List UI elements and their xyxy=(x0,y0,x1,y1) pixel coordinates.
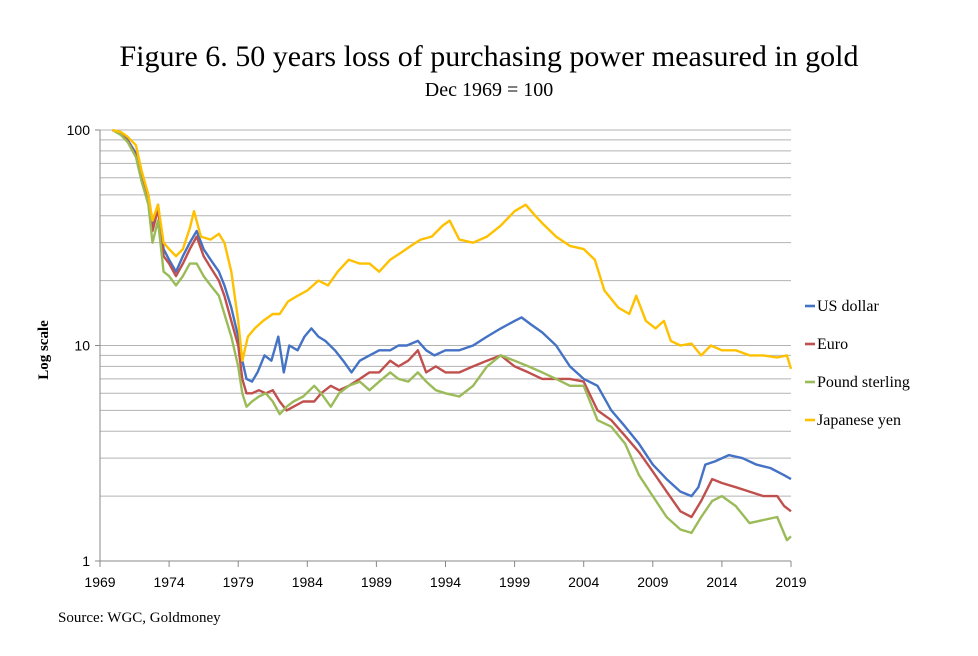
legend: US dollar Euro Pound sterling Japanese yen xyxy=(805,298,910,429)
x-tick-label: 1979 xyxy=(223,574,254,590)
series-line-us-dollar xyxy=(112,128,792,498)
chart-subtitle: Dec 1969 = 100 xyxy=(424,79,554,101)
x-tick-label: 2009 xyxy=(637,574,668,590)
legend-label-japanese-yen: Japanese yen xyxy=(817,412,901,429)
legend-label-euro: Euro xyxy=(817,336,848,353)
legend-label-us-dollar: US dollar xyxy=(817,298,879,315)
series-line-euro xyxy=(111,128,792,519)
y-axis-label: Log scale xyxy=(36,320,52,380)
y-tick-label: 10 xyxy=(74,338,90,354)
legend-label-pound-sterling: Pound sterling xyxy=(817,374,910,391)
x-tick-label: 1999 xyxy=(499,574,530,590)
y-tick-label: 100 xyxy=(67,122,91,138)
series-line-pound-sterling xyxy=(111,128,792,542)
grid-lines xyxy=(100,129,791,497)
y-tick-label: 1 xyxy=(82,553,90,569)
source-note: Source: WGC, Goldmoney xyxy=(58,610,221,626)
x-tick-label: 1974 xyxy=(154,574,185,590)
chart-title: Figure 6. 50 years loss of purchasing po… xyxy=(119,40,859,73)
x-tick-label: 1984 xyxy=(292,574,323,590)
x-tick-label: 1989 xyxy=(361,574,392,590)
x-tick-label: 2014 xyxy=(706,574,737,590)
x-tick-label: 2004 xyxy=(568,574,599,590)
x-tick-label: 2019 xyxy=(775,574,806,590)
axes: 1 10 100 1969 1974 1979 1984 1989 1994 1999 2004 20… xyxy=(67,122,807,590)
series-lines xyxy=(111,128,793,542)
x-tick-label: 1969 xyxy=(84,574,115,590)
series-line-japanese-yen xyxy=(112,128,793,370)
x-tick-label: 1994 xyxy=(430,574,461,590)
